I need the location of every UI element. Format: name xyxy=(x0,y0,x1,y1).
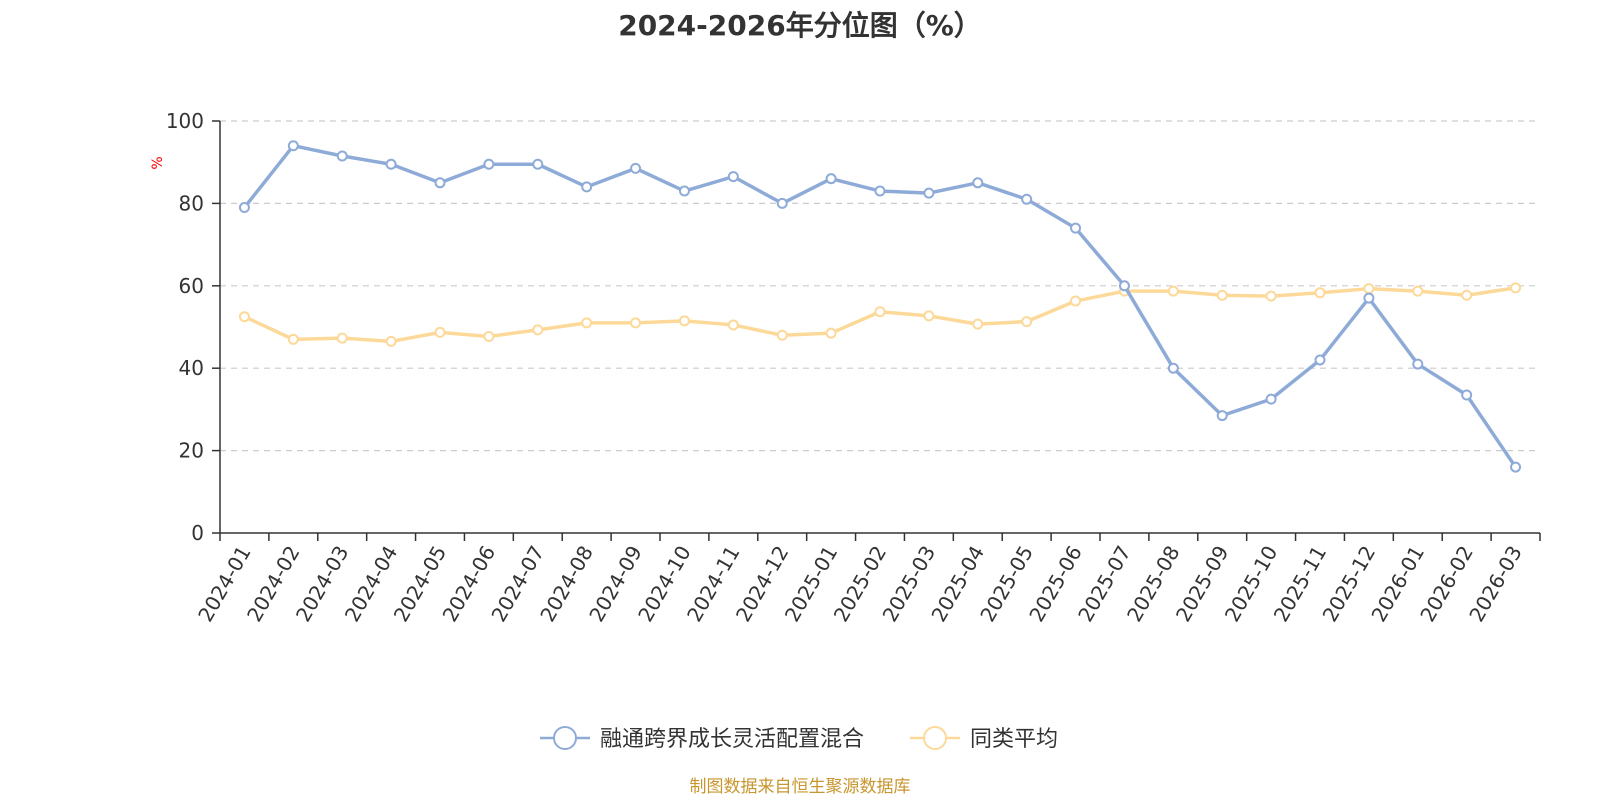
data-point[interactable] xyxy=(776,197,788,209)
data-point[interactable] xyxy=(1167,285,1179,297)
data-point[interactable] xyxy=(923,310,935,322)
data-point[interactable] xyxy=(1167,362,1179,374)
data-point[interactable] xyxy=(972,177,984,189)
grid-lines xyxy=(212,120,1540,534)
data-point[interactable] xyxy=(678,185,690,197)
data-point[interactable] xyxy=(825,173,837,185)
data-point[interactable] xyxy=(385,158,397,170)
data-point[interactable] xyxy=(434,326,446,338)
data-point[interactable] xyxy=(287,333,299,345)
legend[interactable]: 融通跨界成长灵活配置混合 同类平均 xyxy=(540,726,1058,752)
data-point[interactable] xyxy=(874,185,886,197)
data-point[interactable] xyxy=(874,306,886,318)
data-point[interactable] xyxy=(1265,393,1277,405)
data-point[interactable] xyxy=(483,330,495,342)
y-tick-labels: 0 20 40 60 80 100 xyxy=(166,109,204,545)
data-point[interactable] xyxy=(483,158,495,170)
data-point[interactable] xyxy=(336,332,348,344)
data-point[interactable] xyxy=(1314,287,1326,299)
legend-label[interactable]: 融通跨界成长灵活配置混合 xyxy=(600,727,864,752)
data-point[interactable] xyxy=(1265,290,1277,302)
data-point[interactable] xyxy=(434,177,446,189)
data-point[interactable] xyxy=(532,324,544,336)
data-point[interactable] xyxy=(1412,285,1424,297)
data-point[interactable] xyxy=(678,315,690,327)
data-point[interactable] xyxy=(1461,389,1473,401)
data-point[interactable] xyxy=(1070,222,1082,234)
data-point[interactable] xyxy=(1216,410,1228,422)
legend-label[interactable]: 同类平均 xyxy=(970,727,1058,752)
data-point[interactable] xyxy=(923,187,935,199)
data-point[interactable] xyxy=(1070,295,1082,307)
y-tick-label: 100 xyxy=(166,109,204,133)
y-axis-label: % xyxy=(150,156,166,169)
data-source-note: 制图数据来自恒生聚源数据库 xyxy=(690,777,911,797)
data-point[interactable] xyxy=(630,317,642,329)
data-point[interactable] xyxy=(1363,292,1375,304)
data-point[interactable] xyxy=(238,311,250,323)
data-point[interactable] xyxy=(1510,282,1522,294)
data-point[interactable] xyxy=(1314,354,1326,366)
chart-title: 2024-2026年分位图（%） xyxy=(618,9,982,42)
data-point[interactable] xyxy=(581,181,593,193)
data-point[interactable] xyxy=(1021,193,1033,205)
data-point[interactable] xyxy=(1363,283,1375,295)
data-point[interactable] xyxy=(532,158,544,170)
data-point[interactable] xyxy=(1510,461,1522,473)
legend-circle-marker[interactable] xyxy=(553,726,577,750)
y-tick-label: 80 xyxy=(179,191,204,215)
data-point[interactable] xyxy=(776,329,788,341)
data-point[interactable] xyxy=(238,202,250,214)
data-point[interactable] xyxy=(727,319,739,331)
data-point[interactable] xyxy=(581,317,593,329)
data-point[interactable] xyxy=(825,327,837,339)
axes xyxy=(219,121,1541,541)
y-tick-label: 40 xyxy=(179,356,204,380)
data-point[interactable] xyxy=(1412,358,1424,370)
series-group xyxy=(238,140,1522,473)
data-point[interactable] xyxy=(385,335,397,347)
data-point[interactable] xyxy=(1021,316,1033,328)
data-point[interactable] xyxy=(1461,289,1473,301)
data-point[interactable] xyxy=(287,140,299,152)
y-tick-label: 60 xyxy=(179,274,204,298)
y-tick-label: 20 xyxy=(179,439,204,463)
legend-circle-marker[interactable] xyxy=(923,726,947,750)
data-point[interactable] xyxy=(336,150,348,162)
x-tick-labels: 2024-012024-022024-032024-042024-052024-… xyxy=(193,542,1527,626)
data-point[interactable] xyxy=(972,318,984,330)
data-point[interactable] xyxy=(1216,289,1228,301)
y-tick-label: 0 xyxy=(191,521,204,545)
data-point[interactable] xyxy=(727,171,739,183)
data-point[interactable] xyxy=(1118,280,1130,292)
data-point[interactable] xyxy=(630,162,642,174)
